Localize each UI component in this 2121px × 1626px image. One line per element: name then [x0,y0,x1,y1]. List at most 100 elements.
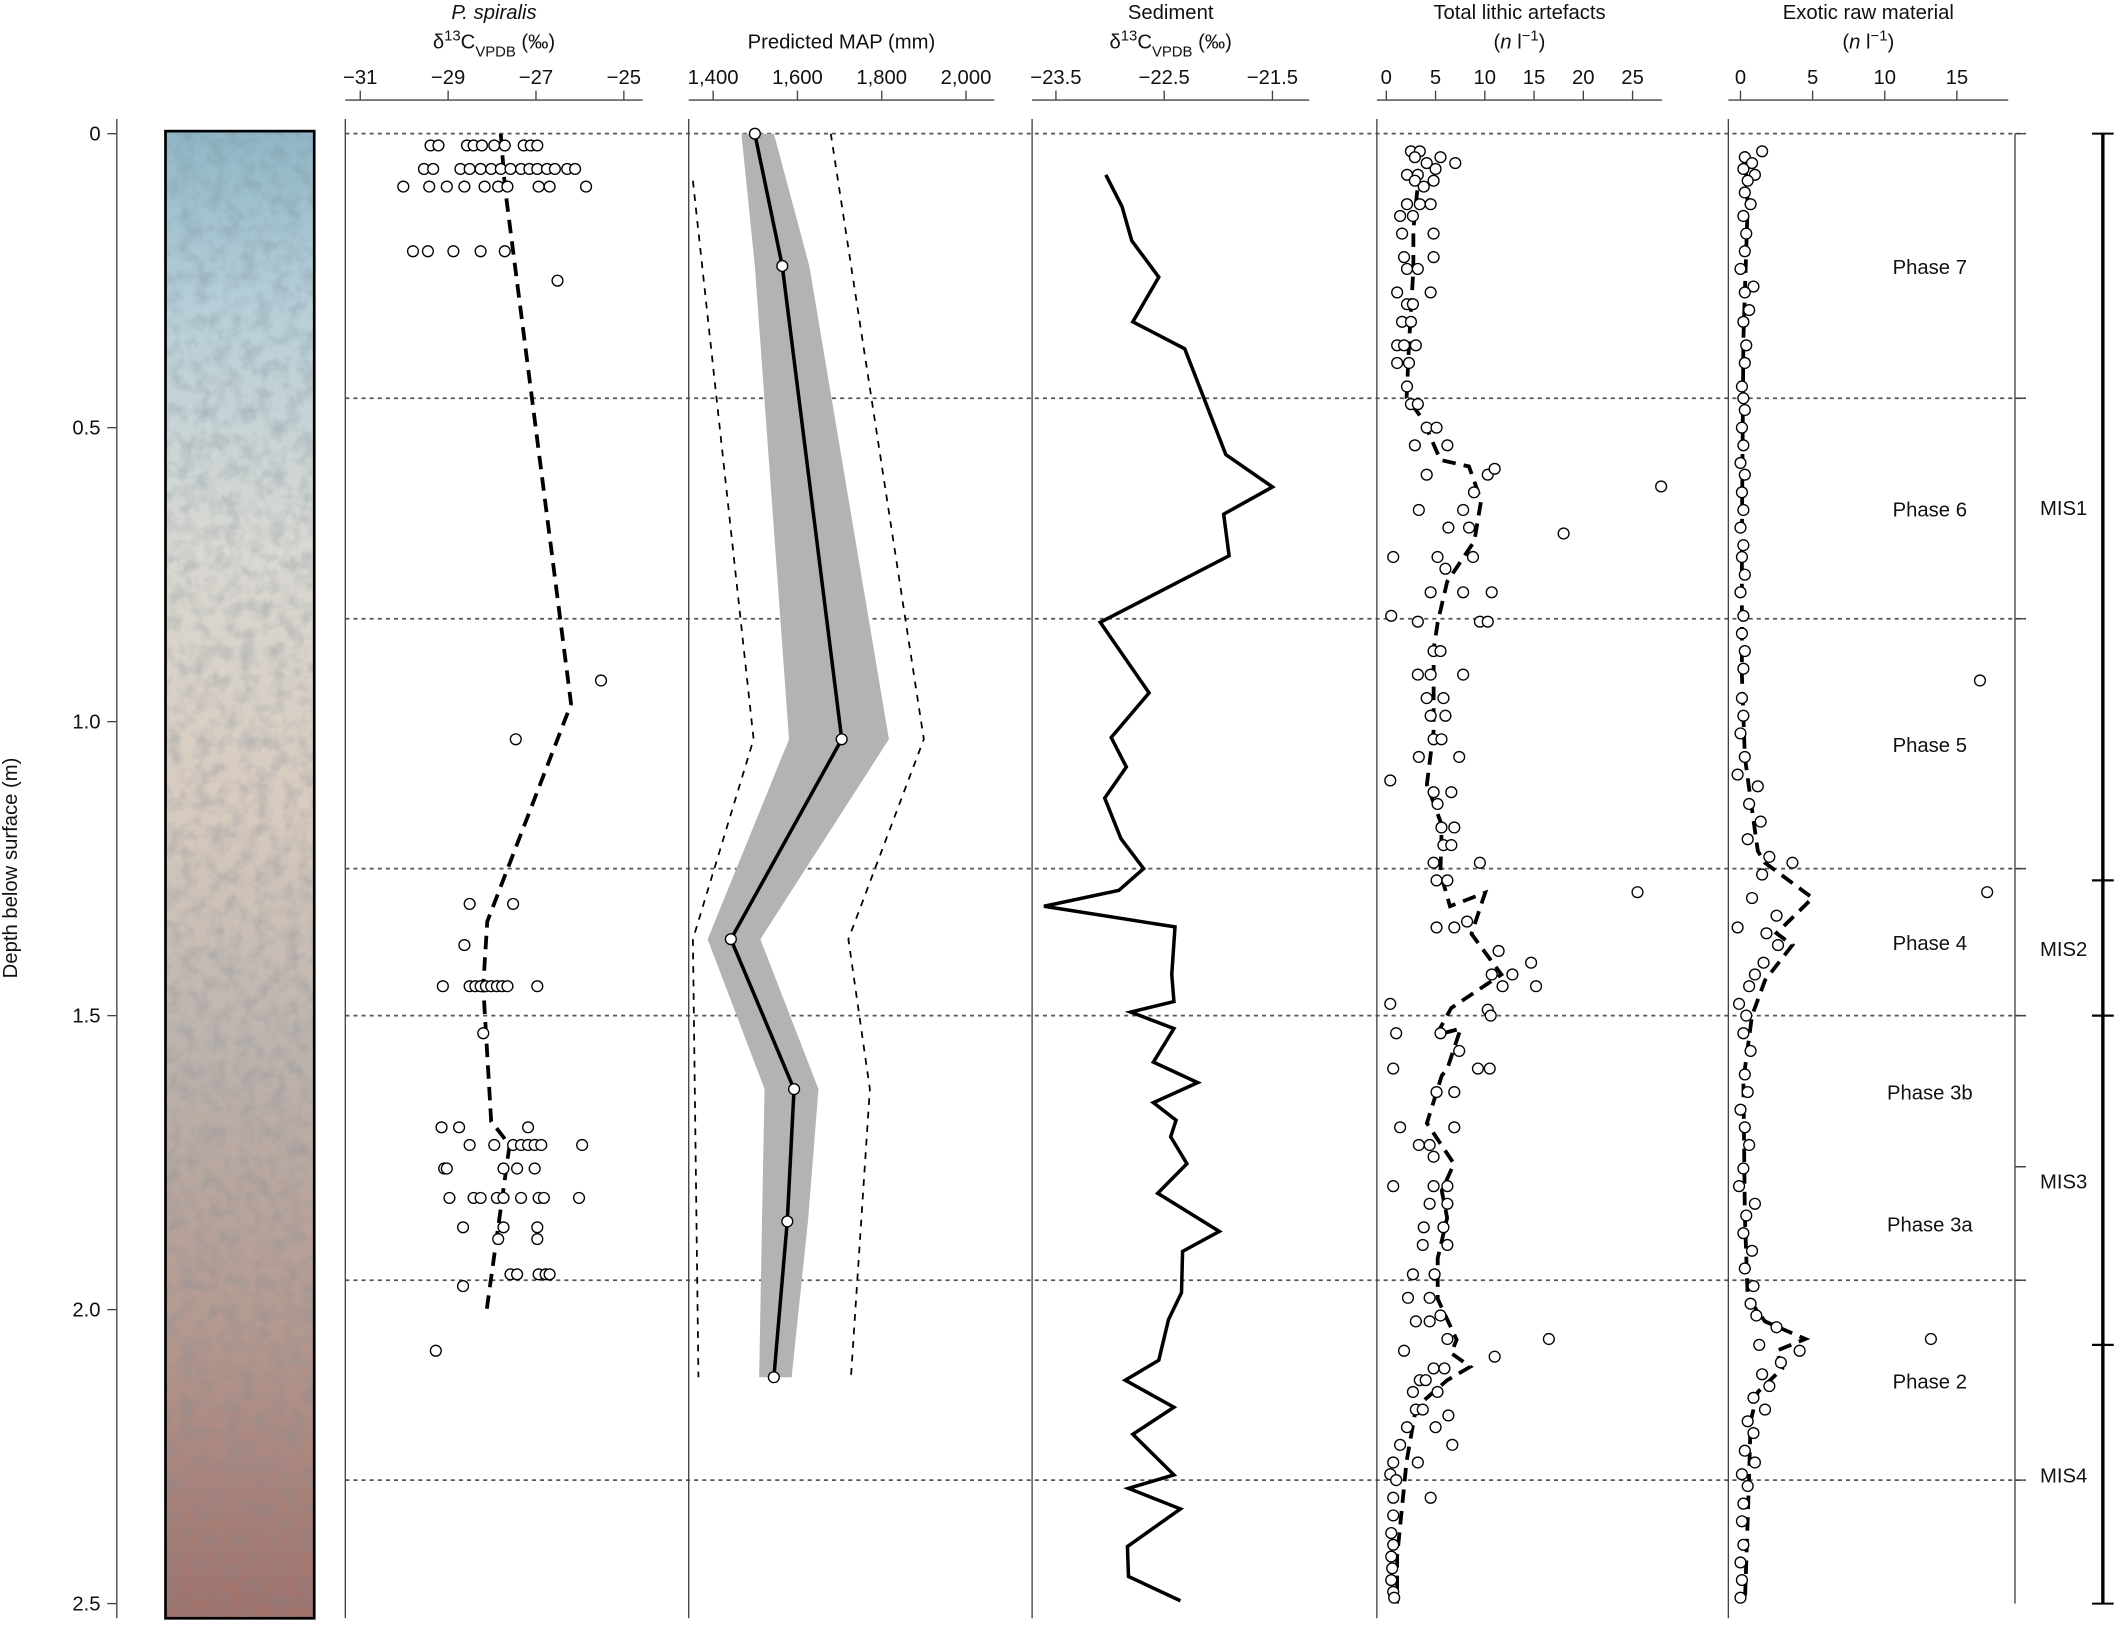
x-tick-label: −29 [431,67,465,89]
data-point [497,1162,510,1175]
data-point [1395,227,1409,240]
data-point [1427,227,1440,240]
x-tick-label: −25 [607,67,641,89]
data-point [1748,1456,1761,1469]
data-point [1924,1332,1937,1346]
data-point [463,1138,476,1152]
data-point [427,162,440,176]
data-point [1434,151,1447,164]
title-part: Exotic raw material [1783,2,1954,24]
data-point [443,1191,456,1204]
data-point [1420,156,1433,170]
data-point [1741,174,1754,187]
data-point [429,1344,442,1357]
sediment-core-photo [164,129,316,1620]
x-tick-label: −23.5 [1030,67,1081,89]
data-point [1737,1162,1750,1175]
data-point [1406,209,1419,223]
data-point [1731,921,1744,934]
data-point [1406,1268,1419,1281]
data-point [1385,1526,1398,1540]
data-point [1448,821,1461,834]
data-point [453,1121,466,1134]
data-point [1738,356,1751,370]
data-point [1745,156,1759,170]
bound-line [829,133,925,1378]
data-point [1741,1415,1754,1428]
data-point [1751,780,1764,793]
data-point [474,245,487,258]
data-point [1735,1468,1749,1481]
data-point [531,1221,544,1234]
data-point [1756,1368,1769,1381]
data-point [1424,286,1437,299]
data-point [1748,968,1761,981]
data-point [440,1162,453,1175]
data-point [1737,539,1750,552]
data-point [1473,856,1486,869]
data-point [1737,709,1750,722]
data-point [1445,786,1458,799]
data-point [1757,956,1770,969]
data-point [1734,262,1747,275]
data-point [456,1221,470,1234]
data-point [511,1268,524,1281]
title-part: ( [1842,32,1849,54]
data-point [1631,886,1644,899]
data-point [748,127,761,140]
title-part: 13 [1121,29,1138,45]
data-line [1043,174,1276,1603]
data-point [548,162,561,176]
title-part: l [1512,32,1522,54]
title-part: n [1849,32,1860,54]
data-point [1748,1197,1761,1210]
data-point [1743,1138,1756,1152]
x-tick-label: 15 [1523,67,1546,89]
data-point [1427,1180,1440,1193]
data-point [511,1162,524,1175]
data-point [463,897,476,910]
data-point [1466,550,1480,564]
data-point [1424,1491,1437,1504]
data-point [1385,1550,1398,1563]
data-point [572,1191,586,1204]
title-part: C [1137,32,1152,54]
data-point [1435,821,1448,834]
data-point [1387,1491,1400,1504]
data-point [435,1121,448,1134]
data-point [1437,692,1450,705]
data-point [1770,909,1783,922]
data-point [1431,797,1444,811]
title-part: ( [1494,32,1501,54]
data-point [1756,145,1769,158]
data-point [1484,1009,1497,1022]
data-point [1441,1332,1454,1346]
data-point [1763,850,1776,863]
data-point [1735,421,1749,434]
confidence-band [707,133,889,1378]
data-point [1448,921,1461,934]
data-point [1774,1356,1787,1369]
data-point [1747,280,1760,293]
data-point [497,1221,510,1234]
data-point [1411,262,1424,275]
data-point [1429,162,1442,176]
data-point [1734,1591,1747,1604]
data-point [458,938,471,952]
data-point [1734,521,1747,534]
data-point [543,180,556,193]
mis-label: MIS1 [2040,498,2087,520]
data-point [1390,1027,1403,1040]
panel-title: Total lithic artefacts [1433,2,1605,24]
data-point [1453,750,1466,764]
title-part: δ [1110,32,1121,54]
data-point [543,1268,556,1281]
data-point [1416,1238,1429,1252]
data-point [1387,1062,1400,1075]
data-point [1404,315,1418,328]
panel-title: Exotic raw material [1783,2,1954,24]
data-point [1737,162,1750,176]
panel-title: (n l−1) [1842,29,1894,54]
data-point [1744,198,1757,211]
data-point [1424,198,1437,211]
